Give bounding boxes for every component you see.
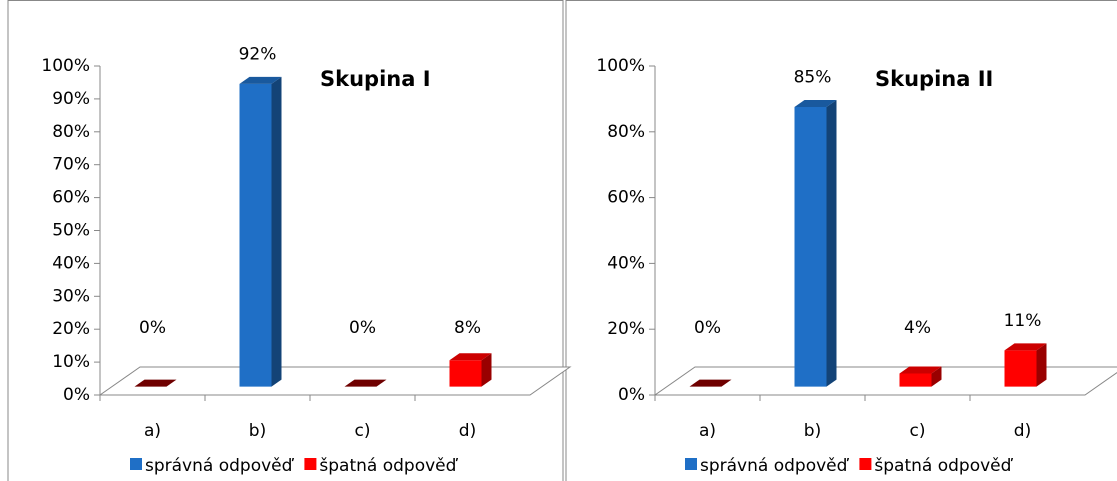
- legend-label: špatná odpověď: [319, 456, 458, 476]
- bar: [449, 353, 492, 387]
- bar-face: [271, 76, 282, 387]
- bar-face: [449, 353, 492, 361]
- bar-face: [134, 379, 177, 387]
- y-tick-label: 30%: [52, 286, 90, 306]
- x-tick-label: b): [804, 421, 821, 441]
- value-label: 92%: [239, 44, 277, 64]
- legend-swatch: [685, 458, 697, 470]
- y-tick-label: 20%: [607, 319, 645, 339]
- bar-face: [899, 373, 932, 387]
- x-tick-label: d): [1014, 421, 1031, 441]
- y-tick-label: 70%: [52, 155, 90, 175]
- value-label: 4%: [904, 318, 931, 338]
- bar: [1004, 343, 1047, 387]
- y-tick-label: 90%: [52, 89, 90, 109]
- legend-swatch: [304, 458, 317, 470]
- y-tick-label: 100%: [41, 56, 90, 76]
- bar-face: [689, 379, 732, 387]
- value-label: 0%: [139, 318, 166, 338]
- bar-face: [794, 106, 827, 387]
- y-tick-label: 80%: [607, 122, 645, 142]
- legend-label: špatná odpověď: [874, 456, 1013, 476]
- bar-face: [1004, 343, 1047, 351]
- y-tick-label: 60%: [52, 188, 90, 208]
- bar: [344, 379, 387, 387]
- y-tick-label: 40%: [52, 253, 90, 273]
- value-label: 11%: [1004, 311, 1042, 331]
- y-tick-label: 100%: [596, 56, 645, 76]
- bar-face: [794, 99, 837, 107]
- y-tick-label: 50%: [52, 221, 90, 241]
- y-tick-label: 60%: [607, 188, 645, 208]
- y-tick-label: 20%: [52, 319, 90, 339]
- value-label: 0%: [694, 318, 721, 338]
- bar-face: [826, 99, 837, 387]
- bar: [794, 99, 837, 387]
- bar-face: [239, 83, 272, 387]
- bar-face: [239, 76, 282, 84]
- bar-face: [899, 366, 942, 374]
- y-tick-label: 40%: [607, 253, 645, 273]
- bar-face: [1004, 350, 1037, 387]
- y-tick-label: 0%: [618, 385, 645, 405]
- legend-swatch: [859, 458, 872, 470]
- panel-border: [7, 0, 564, 481]
- bar: [134, 379, 177, 387]
- x-tick-label: d): [459, 421, 476, 441]
- bar-face: [344, 379, 387, 387]
- x-tick-label: b): [249, 421, 266, 441]
- chart-title: Skupina I: [320, 67, 431, 91]
- floor: [653, 366, 1117, 396]
- x-tick-label: c): [355, 421, 371, 441]
- y-tick-label: 10%: [52, 352, 90, 372]
- bar-face: [931, 366, 942, 387]
- value-label: 8%: [454, 318, 481, 338]
- y-tick-label: 80%: [52, 122, 90, 142]
- value-label: 85%: [794, 67, 832, 87]
- legend-label: správná odpověď: [145, 456, 295, 476]
- bar: [899, 366, 942, 387]
- y-tick-label: 0%: [63, 385, 90, 405]
- legend-label: správná odpověď: [700, 456, 850, 476]
- x-tick-label: c): [910, 421, 926, 441]
- x-tick-label: a): [699, 421, 716, 441]
- bar: [689, 379, 732, 387]
- bar-face: [449, 360, 482, 387]
- legend-swatch: [130, 458, 142, 470]
- bar-face: [1036, 343, 1047, 387]
- bar: [239, 76, 282, 387]
- chart-title: Skupina II: [875, 67, 993, 91]
- x-tick-label: a): [144, 421, 161, 441]
- value-label: 0%: [349, 318, 376, 338]
- panel-border: [565, 0, 1117, 481]
- bar-face: [481, 353, 492, 387]
